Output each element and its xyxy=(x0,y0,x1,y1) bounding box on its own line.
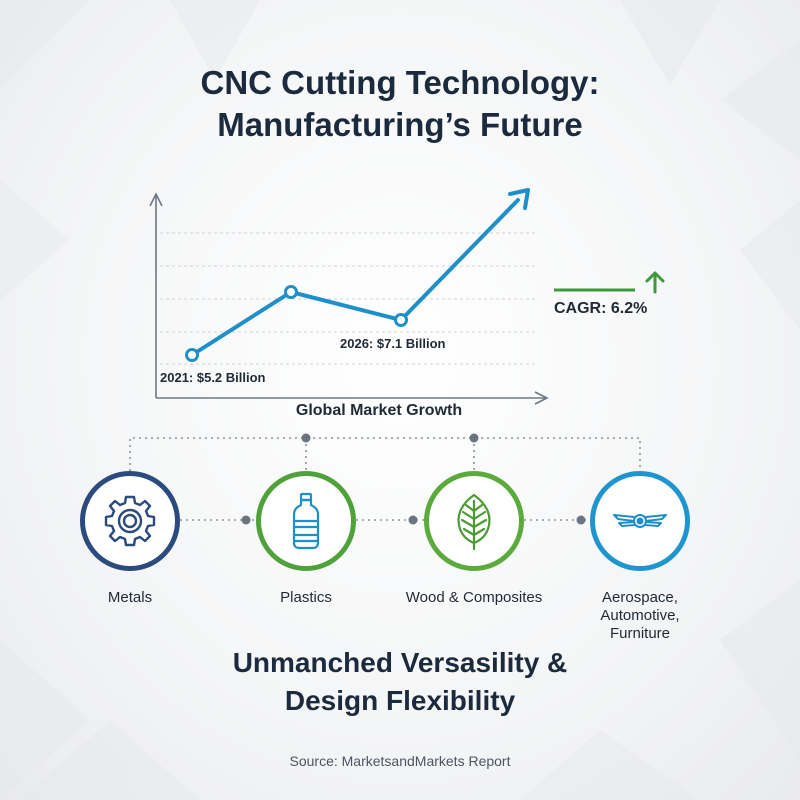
data-point xyxy=(394,313,408,327)
category-plastics xyxy=(256,471,356,571)
wings-icon xyxy=(613,514,667,528)
page-subtitle: Unmanched Versasility & Design Flexibili… xyxy=(0,644,800,720)
connector-nodes xyxy=(241,433,586,525)
data-point xyxy=(284,285,298,299)
subtitle-line-1: Unmanched Versasility & xyxy=(232,647,568,678)
chart-title: Global Market Growth xyxy=(295,402,463,419)
gear-icon xyxy=(104,495,156,547)
data-point xyxy=(185,348,199,362)
source-note: Source: MarketsandMarkets Report xyxy=(289,753,511,769)
category-label-metals: Metals xyxy=(107,589,153,606)
category-metals xyxy=(80,471,180,571)
series-line xyxy=(190,198,520,357)
y-axis-arrow xyxy=(149,192,163,207)
category-label-aerospace: Aerospace, Automotive, Furniture xyxy=(600,589,680,642)
chart-grid xyxy=(160,232,535,365)
cagr-up-arrow-icon xyxy=(645,271,665,294)
point-label-2026: 2026: $7.1 Billion xyxy=(340,336,446,351)
x-axis-arrow xyxy=(534,391,549,405)
title-line-1: CNC Cutting Technology: xyxy=(200,64,600,101)
point-label-2021: 2021: $5.2 Billion xyxy=(160,370,266,385)
category-label-plastics: Plastics xyxy=(280,589,332,606)
subtitle-line-2: Design Flexibility xyxy=(284,685,516,716)
trend-arrowhead xyxy=(508,188,530,210)
category-aerospace xyxy=(590,471,690,571)
category-connectors xyxy=(129,437,641,521)
page-title: CNC Cutting Technology: Manufacturing’s … xyxy=(0,62,800,146)
cagr-label: CAGR: 6.2% xyxy=(554,300,648,317)
chart-axes xyxy=(149,192,549,405)
category-label-wood: Wood & Composites xyxy=(405,589,543,606)
title-line-2: Manufacturing’s Future xyxy=(217,106,583,143)
category-wood-composites xyxy=(424,471,524,571)
leaf-icon xyxy=(457,493,491,551)
bottle-icon xyxy=(292,492,320,550)
